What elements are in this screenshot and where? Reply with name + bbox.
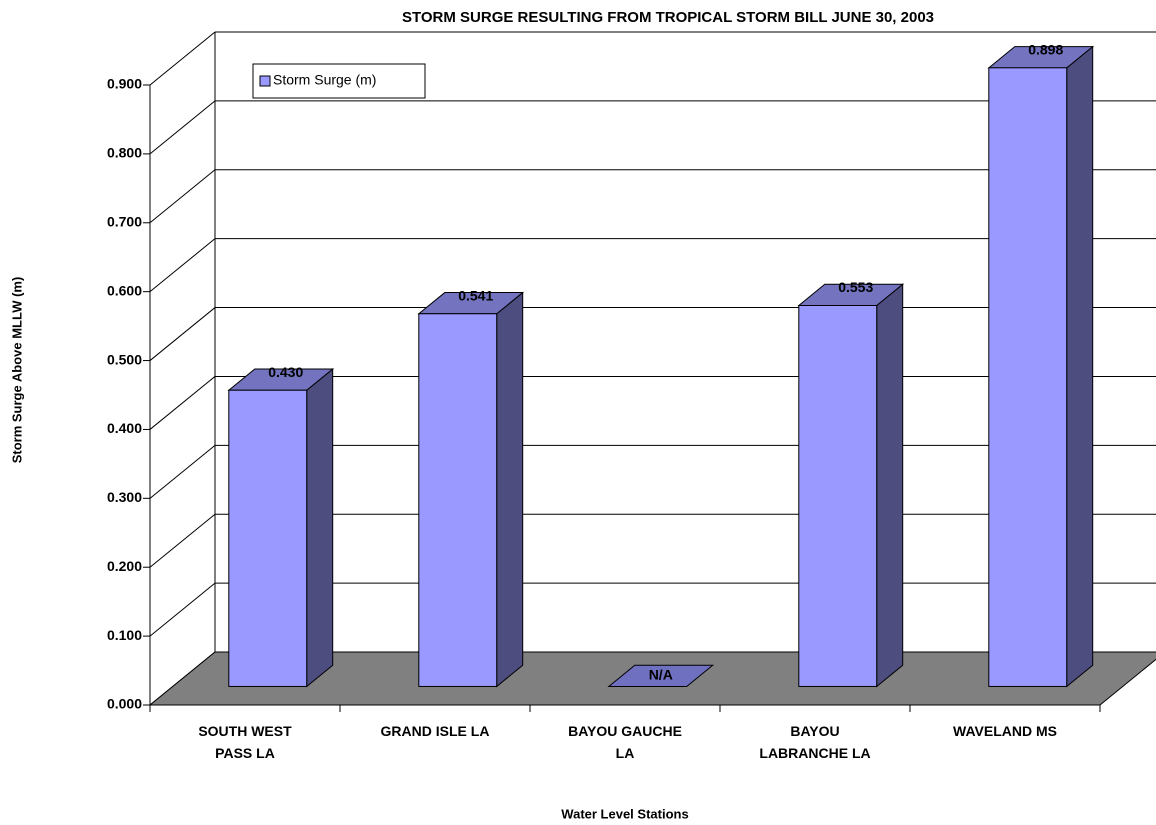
legend-box [252, 63, 426, 99]
value-label: 0.541 [458, 287, 493, 303]
side-grid-line [149, 513, 216, 568]
y-tick-label: 0.100 [107, 627, 142, 643]
side-grid-line [149, 238, 216, 293]
legend-label: Storm Surge (m) [273, 72, 376, 88]
y-tick-label: 0.700 [107, 213, 142, 229]
y-tick-label: 0.200 [107, 558, 142, 574]
value-label: N/A [649, 667, 673, 683]
x-tick-label: BAYOU LABRANCHE LA [759, 723, 871, 761]
bar [988, 67, 1068, 687]
bar-side [876, 283, 904, 688]
side-grid-line [149, 100, 216, 155]
bar-side [496, 291, 524, 688]
y-tick-label: 0.400 [107, 420, 142, 436]
bar [228, 389, 308, 687]
x-tick-label: GRAND ISLE LA [380, 723, 490, 739]
chart-title: STORM SURGE RESULTING FROM TROPICAL STOR… [402, 9, 934, 26]
side-grid-line [149, 307, 216, 361]
y-tick-label: 0.600 [107, 282, 142, 298]
x-axis-title: Water Level Stations [561, 806, 688, 821]
value-label: 0.553 [838, 279, 873, 295]
x-tick-label: BAYOU GAUCHE LA [568, 723, 682, 761]
x-tick-label: WAVELAND MS [953, 723, 1057, 739]
y-tick-label: 0.300 [107, 489, 142, 505]
y-tick-label: 0.800 [107, 145, 142, 161]
side-grid-line [149, 376, 216, 430]
bar [418, 313, 498, 687]
y-axis-title: Storm Surge Above MLLW (m) [9, 277, 24, 464]
side-grid-line [149, 169, 216, 224]
y-tick-label: 0.900 [107, 76, 142, 92]
x-tick-label: SOUTH WEST PASS LA [198, 723, 292, 761]
bar [798, 304, 878, 687]
bar-side [1066, 45, 1094, 688]
legend-swatch [259, 75, 271, 87]
y-tick-label: 0.000 [107, 696, 142, 712]
value-label: 0.898 [1028, 42, 1063, 58]
side-grid-line [149, 31, 216, 86]
side-grid-line [149, 444, 216, 499]
y-tick-label: 0.500 [107, 351, 142, 367]
bar-side [306, 367, 334, 688]
side-grid-line [149, 582, 216, 637]
empty-plate [607, 664, 715, 687]
value-label: 0.430 [268, 364, 303, 380]
